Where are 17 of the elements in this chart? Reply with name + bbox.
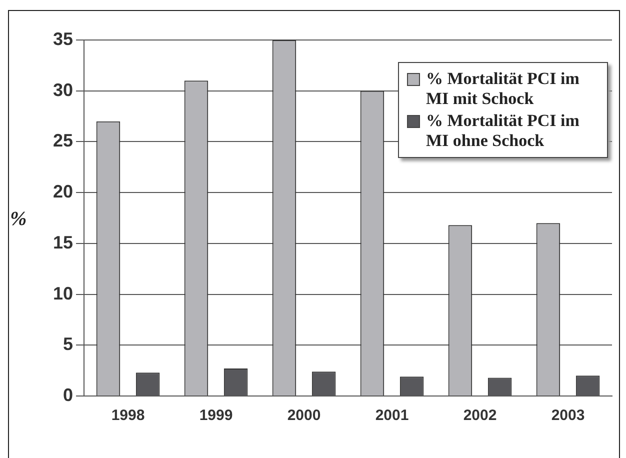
- y-tick-label: 5: [63, 334, 74, 354]
- y-tick-label: 0: [63, 384, 74, 405]
- y-axis-title: %: [10, 208, 27, 231]
- y-tick-label: 20: [52, 182, 74, 202]
- x-tick-label: 1999: [199, 407, 233, 424]
- x-tick-label: 2002: [463, 407, 497, 424]
- legend-label: % Mortalität PCI im MI ohne Schock: [426, 111, 580, 151]
- y-tick-label: 10: [52, 283, 74, 304]
- legend-label: % Mortalität PCI im MI mit Schock: [426, 69, 580, 109]
- x-tick-label: 1998: [111, 407, 145, 424]
- x-tick-label: 2001: [375, 407, 409, 424]
- x-tick-label: 2003: [551, 407, 585, 424]
- x-tick-label: 2000: [287, 407, 321, 424]
- y-tick-label: 30: [52, 80, 74, 100]
- y-tick-label: 35: [52, 28, 74, 49]
- y-tick-label: 15: [52, 232, 74, 252]
- y-tick-label: 25: [52, 130, 74, 151]
